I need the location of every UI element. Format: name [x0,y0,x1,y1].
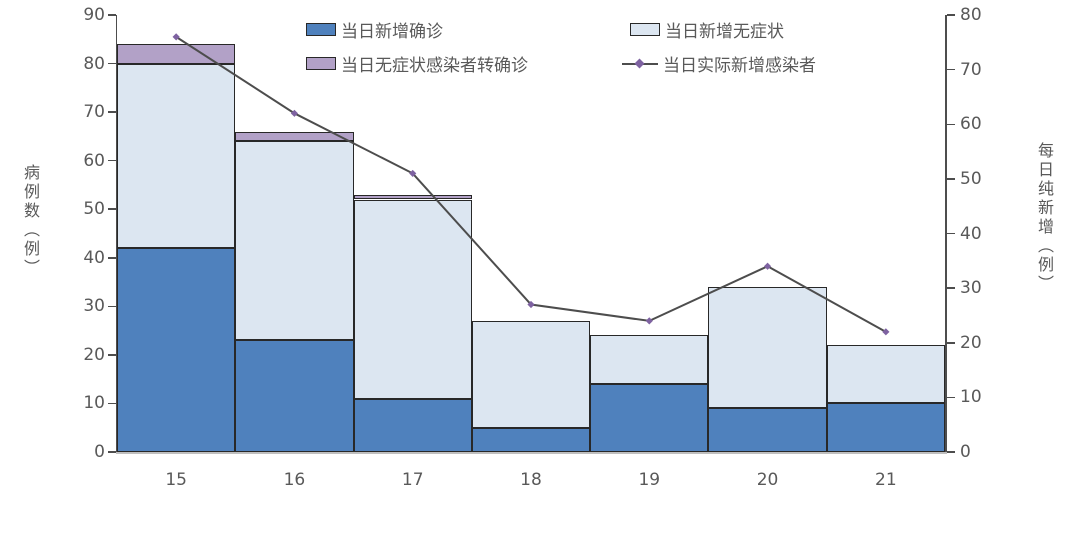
left-axis-tick-label: 40 [83,247,105,268]
line-marker-icon [622,57,658,70]
bar-segment-2-16 [235,131,354,142]
right-axis-tick-label: 30 [960,278,982,299]
legend-item-asymptomatic: 当日新增无症状 [630,21,784,42]
x-axis-label: 19 [638,470,661,490]
right-axis-tick-label: 70 [960,59,982,80]
x-axis-label: 18 [520,470,542,490]
line-point-marker [763,262,772,270]
line-point-marker [645,317,653,325]
legend-item-converted: 当日无症状感染者转确诊 [306,55,528,76]
line-point-marker [527,300,535,309]
left-axis-tick-label: 90 [83,5,105,25]
left-axis-tick-label: 20 [83,344,105,365]
bar-segment-2-17 [353,194,472,200]
legend-label-confirmed: 当日新增确诊 [341,21,443,42]
left-axis-tick-label: 50 [83,199,105,220]
x-axis-line [115,452,947,454]
left-axis-tick [107,305,116,308]
x-axis-label: 21 [875,470,897,490]
right-axis-tick [946,68,955,71]
converted-swatch-icon [306,56,336,70]
right-axis-tick [946,178,955,180]
bar-segment-1-17 [353,199,472,399]
right-axis-tick [946,342,955,344]
legend-label-actual: 当日实际新增感染者 [663,55,816,76]
bar-segment-0-15 [117,248,236,452]
right-axis-tick [946,232,955,235]
left-axis-tick [107,111,116,113]
legend-label-converted: 当日无症状感染者转确诊 [341,55,528,76]
line-point-marker [290,109,299,117]
bar-segment-0-19 [590,384,709,452]
bar-segment-0-17 [353,398,472,452]
left-axis-tick-label: 10 [83,393,105,414]
line-point-marker [172,33,180,41]
left-axis-tick-label: 30 [83,296,105,317]
left-axis-tick-label: 0 [94,442,105,462]
bar-segment-1-16 [235,141,354,341]
bar-segment-0-21 [826,403,945,452]
left-axis-tick-label: 70 [83,102,105,123]
x-axis-label: 17 [401,470,424,490]
bar-segment-1-20 [708,286,827,409]
left-axis-tick [107,62,116,65]
bar-segment-0-16 [235,340,354,452]
left-axis-tick [107,451,116,453]
left-axis-tick [107,257,116,259]
right-axis-tick-label: 0 [960,442,971,462]
right-axis-tick [946,123,955,125]
left-axis-tick-label: 80 [83,53,105,74]
bar-segment-1-15 [117,63,236,249]
right-axis-tick-label: 60 [960,114,982,135]
left-axis-tick [107,159,116,162]
left-axis-tick [107,402,116,405]
confirmed-swatch-icon [306,22,336,36]
right-axis-tick-label: 10 [960,387,982,408]
legend-label-asymptomatic: 当日新增无症状 [665,21,784,42]
asymptomatic-swatch-icon [630,22,660,36]
left-axis-title: 病例数（例） [21,164,40,278]
right-axis-line [945,15,947,454]
x-axis-label: 20 [756,470,779,490]
line-point-marker [882,328,890,336]
left-axis-tick [107,14,116,16]
left-axis-tick [107,354,116,356]
right-axis-tick [946,451,955,453]
right-axis-tick [946,396,955,399]
right-axis-title: 每日纯新增（例） [1035,142,1054,294]
right-axis-tick-label: 80 [960,5,982,25]
bar-segment-1-21 [826,345,945,404]
legend-item-actual-line: 当日实际新增感染者 [622,55,816,76]
right-axis-tick [946,287,955,289]
right-axis-tick-label: 40 [960,223,982,244]
bar-segment-0-20 [708,408,827,452]
x-axis-label: 16 [283,470,306,490]
right-axis-tick-label: 50 [960,168,982,189]
bar-segment-0-18 [471,427,591,452]
x-axis-label: 15 [165,470,187,490]
bar-segment-1-18 [471,320,591,428]
legend-item-confirmed: 当日新增确诊 [306,21,443,42]
right-axis-tick-label: 20 [960,332,982,353]
bar-segment-2-15 [117,44,236,64]
left-axis-line [115,15,117,454]
left-axis-tick-label: 60 [83,150,105,171]
left-axis-tick [107,208,116,210]
bar-segment-1-19 [590,335,709,384]
line-point-marker [409,169,417,178]
right-axis-tick [946,14,955,16]
